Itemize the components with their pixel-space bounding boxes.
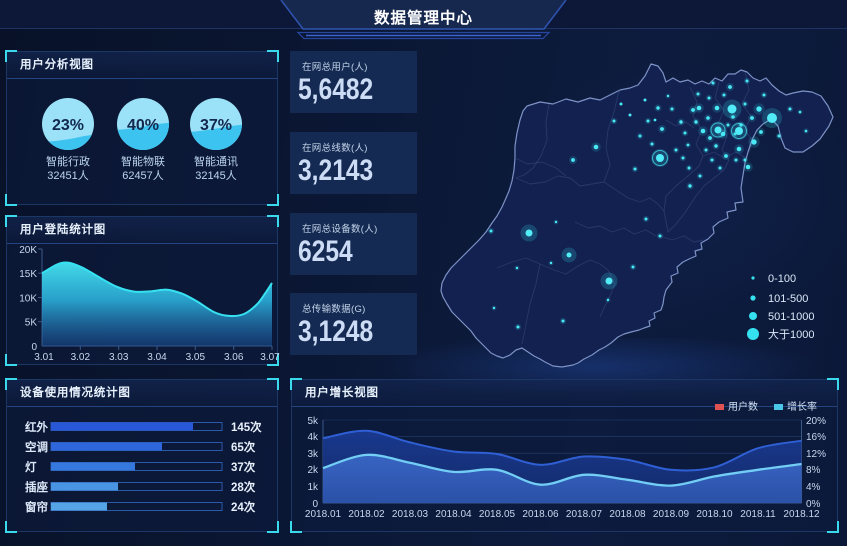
svg-text:15K: 15K: [19, 269, 37, 280]
svg-text:10K: 10K: [19, 294, 37, 305]
svg-text:3.06: 3.06: [224, 352, 244, 363]
svg-text:4%: 4%: [806, 482, 821, 493]
svg-text:2018.03: 2018.03: [392, 509, 429, 520]
svg-text:32451人: 32451人: [47, 169, 89, 182]
svg-text:0-100: 0-100: [768, 273, 796, 285]
svg-text:3k: 3k: [307, 449, 319, 460]
svg-text:4k: 4k: [307, 432, 319, 443]
svg-text:2018.05: 2018.05: [479, 509, 516, 520]
svg-text:8%: 8%: [806, 465, 821, 476]
svg-text:2018.02: 2018.02: [348, 509, 385, 520]
svg-text:37次: 37次: [231, 460, 256, 474]
svg-text:40%: 40%: [127, 117, 159, 134]
svg-text:2018.01: 2018.01: [305, 509, 342, 520]
svg-text:2018.10: 2018.10: [696, 509, 733, 520]
svg-text:62457人: 62457人: [122, 169, 164, 182]
svg-text:1k: 1k: [307, 482, 319, 493]
svg-text:5k: 5k: [307, 416, 319, 427]
svg-text:2018.09: 2018.09: [653, 509, 690, 520]
svg-text:3.07: 3.07: [260, 352, 280, 363]
svg-text:3.01: 3.01: [34, 352, 54, 363]
svg-text:2018.07: 2018.07: [566, 509, 603, 520]
svg-text:3.05: 3.05: [186, 352, 206, 363]
svg-text:大于1000: 大于1000: [768, 327, 814, 341]
svg-text:145次: 145次: [231, 420, 262, 434]
svg-text:28次: 28次: [231, 480, 256, 494]
svg-text:20K: 20K: [19, 245, 37, 256]
svg-text:501-1000: 501-1000: [768, 311, 815, 323]
svg-text:3.04: 3.04: [147, 352, 167, 363]
svg-text:空调: 空调: [25, 440, 48, 454]
svg-text:2018.04: 2018.04: [435, 509, 472, 520]
svg-text:12%: 12%: [806, 449, 826, 460]
svg-text:0%: 0%: [806, 499, 821, 510]
svg-text:2k: 2k: [307, 465, 319, 476]
svg-text:窗帘: 窗帘: [25, 500, 48, 514]
svg-text:2018.12: 2018.12: [783, 509, 820, 520]
svg-text:灯: 灯: [25, 460, 37, 474]
svg-text:20%: 20%: [806, 416, 826, 427]
svg-text:插座: 插座: [25, 480, 48, 494]
svg-text:5K: 5K: [25, 318, 38, 329]
svg-text:3.03: 3.03: [109, 352, 129, 363]
svg-text:智能物联: 智能物联: [121, 154, 165, 168]
svg-text:2018.11: 2018.11: [740, 509, 776, 520]
svg-text:24次: 24次: [231, 500, 256, 514]
svg-text:32145人: 32145人: [195, 169, 237, 182]
svg-text:65次: 65次: [231, 440, 256, 454]
svg-text:101-500: 101-500: [768, 293, 808, 305]
svg-text:2018.06: 2018.06: [522, 509, 559, 520]
svg-text:37%: 37%: [200, 117, 232, 134]
svg-text:3.02: 3.02: [71, 352, 91, 363]
svg-text:智能行政: 智能行政: [46, 154, 90, 168]
svg-text:2018.08: 2018.08: [609, 509, 646, 520]
svg-text:16%: 16%: [806, 432, 826, 443]
svg-text:智能通讯: 智能通讯: [194, 154, 238, 168]
svg-text:0: 0: [312, 499, 318, 510]
svg-text:23%: 23%: [52, 117, 84, 134]
svg-text:0: 0: [31, 342, 37, 353]
svg-text:红外: 红外: [25, 420, 48, 434]
